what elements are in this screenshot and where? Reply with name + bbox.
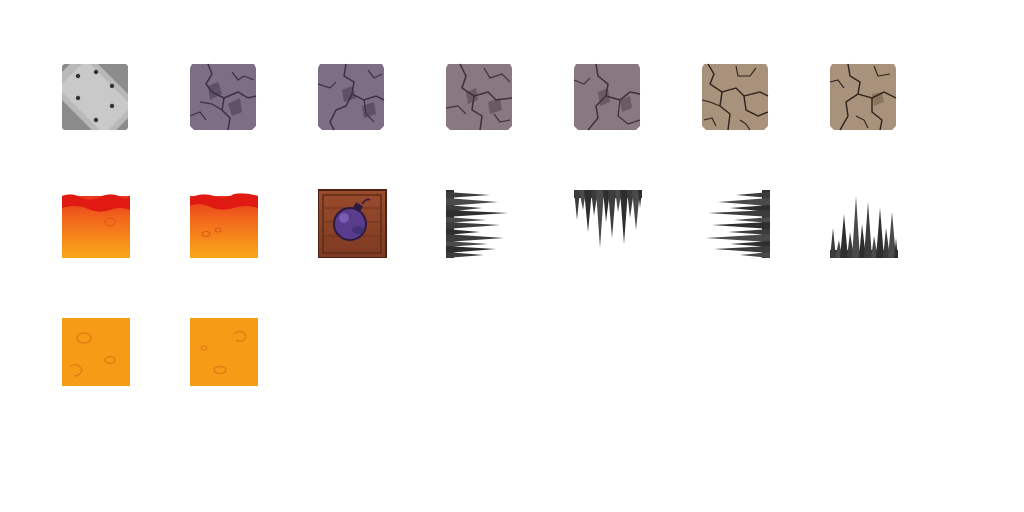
- lava-surface-tile-2: [190, 188, 260, 258]
- cracked-rock-icon: [701, 63, 769, 131]
- lava-fill-icon: [190, 318, 258, 386]
- riveted-metal-plate-icon: [62, 64, 128, 130]
- rock-cracked-mauve-tile-2: [572, 62, 642, 132]
- spikes-up-icon: [830, 196, 898, 258]
- bomb-crate-icon: [318, 189, 387, 258]
- spikes-right-icon: [446, 190, 508, 258]
- cracked-rock-icon: [317, 63, 385, 131]
- lava-surface-tile-1: [62, 188, 132, 258]
- lava-fill-icon: [62, 318, 130, 386]
- cracked-rock-icon: [573, 63, 641, 131]
- rock-cracked-mauve-tile-1: [444, 62, 514, 132]
- cracked-rock-icon: [829, 63, 897, 131]
- bomb-crate-tile: [318, 188, 388, 258]
- lava-fill-tile-1: [62, 318, 132, 388]
- rock-cracked-tan-tile-2: [828, 62, 898, 132]
- spikes-up-tile: [830, 188, 900, 258]
- cracked-rock-icon: [189, 63, 257, 131]
- spikes-down-tile: [574, 188, 644, 258]
- rock-cracked-tan-tile-1: [700, 62, 770, 132]
- spikes-down-icon: [574, 190, 642, 248]
- spikes-left-icon: [706, 190, 770, 258]
- lava-surface-icon: [62, 194, 130, 258]
- spikes-right-tile: [446, 188, 516, 258]
- rock-cracked-purple-tile-2: [316, 62, 386, 132]
- lava-fill-tile-2: [190, 318, 260, 388]
- metal-plate-tile: [60, 62, 130, 132]
- rock-cracked-purple-tile-1: [188, 62, 258, 132]
- spikes-left-tile: [700, 188, 770, 258]
- cracked-rock-icon: [445, 63, 513, 131]
- lava-surface-icon: [190, 193, 258, 258]
